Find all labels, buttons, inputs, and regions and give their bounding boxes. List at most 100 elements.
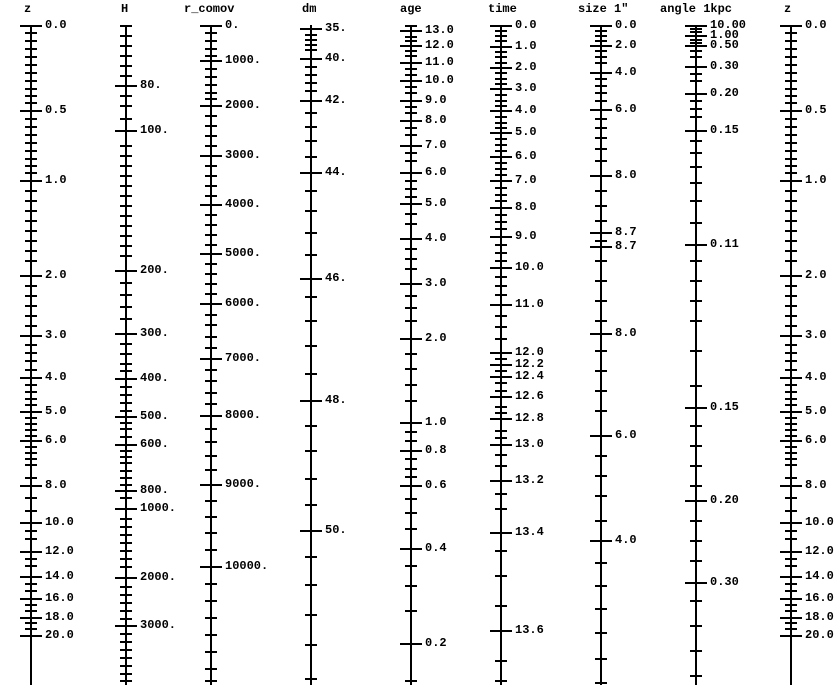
minor-tick [405,223,417,225]
minor-tick [690,560,702,562]
minor-tick [25,429,37,431]
major-tick [400,100,422,102]
major-tick [400,30,422,32]
tick-label: 9.0 [515,229,537,243]
minor-tick [690,600,702,602]
minor-tick [495,150,507,152]
major-tick [490,364,512,366]
major-tick [490,207,512,209]
minor-tick [785,352,797,354]
minor-tick [25,150,37,152]
minor-tick [120,402,132,404]
minor-tick [785,610,797,612]
tick-label: 0.5 [45,103,67,117]
minor-tick [205,428,217,430]
minor-tick [25,452,37,454]
axis-spine [695,25,697,685]
tick-label: 8.7 [615,239,637,253]
axis-label-r_comov: r_comov [184,2,234,16]
major-tick [20,635,42,637]
minor-tick [595,320,607,322]
minor-tick [120,497,132,499]
major-tick [400,80,422,82]
minor-tick [405,92,417,94]
minor-tick [205,293,217,295]
minor-tick [595,495,607,497]
minor-tick [785,190,797,192]
minor-tick [120,542,132,544]
tick-label: 10.0 [45,515,74,529]
minor-tick [205,668,217,670]
major-tick [685,407,707,409]
tick-label: 0.30 [710,59,739,73]
minor-tick [120,195,132,197]
minor-tick [495,326,507,328]
tick-label: 6.0 [805,433,827,447]
minor-tick [305,34,317,36]
major-tick [300,58,322,60]
minor-tick [120,428,132,430]
tick-label: 1000. [225,53,261,67]
minor-tick [785,398,797,400]
tick-label: 2.0 [45,268,67,282]
minor-tick [25,240,37,242]
minor-tick [495,252,507,254]
major-tick [200,60,222,62]
minor-tick [120,657,132,659]
minor-tick [205,583,217,585]
minor-tick [205,224,217,226]
minor-tick [205,263,217,265]
minor-tick [205,314,217,316]
tick-label: 2.0 [615,38,637,52]
minor-tick [405,295,417,297]
tick-label: 9.0 [425,93,447,107]
minor-tick [25,458,37,460]
minor-tick [25,32,37,34]
minor-tick [785,404,797,406]
minor-tick [495,575,507,577]
minor-tick [785,452,797,454]
minor-tick [690,108,702,110]
minor-tick [405,152,417,154]
minor-tick [785,200,797,202]
minor-tick [495,390,507,392]
major-tick [400,238,422,240]
minor-tick [120,470,132,472]
minor-tick [495,72,507,74]
minor-tick [25,95,37,97]
major-tick [200,415,222,417]
minor-tick [495,127,507,129]
tick-label: 13.0 [425,23,454,37]
minor-tick [120,105,132,107]
major-tick [200,566,222,568]
tick-label: 0.50 [710,38,739,52]
minor-tick [25,190,37,192]
minor-tick [120,422,132,424]
tick-label: 46. [325,271,347,285]
major-tick [490,180,512,182]
tick-label: 5.0 [515,125,537,139]
major-tick [20,335,42,337]
tick-label: 12.4 [515,369,544,383]
minor-tick [495,56,507,58]
minor-tick [205,347,217,349]
minor-tick [120,255,132,257]
minor-tick [405,320,417,322]
minor-tick [495,168,507,170]
tick-label: 3000. [225,148,261,162]
minor-tick [205,214,217,216]
minor-tick [495,508,507,510]
minor-tick [120,436,132,438]
minor-tick [785,48,797,50]
tick-label: 4000. [225,197,261,211]
minor-tick [690,260,702,262]
axis-spine [30,25,32,685]
major-tick [400,120,422,122]
tick-label: 4.0 [425,231,447,245]
minor-tick [120,75,132,77]
minor-tick [120,558,132,560]
major-tick [20,180,42,182]
tick-label: 4.0 [615,65,637,79]
minor-tick [305,450,317,452]
tick-label: 13.4 [515,525,544,539]
